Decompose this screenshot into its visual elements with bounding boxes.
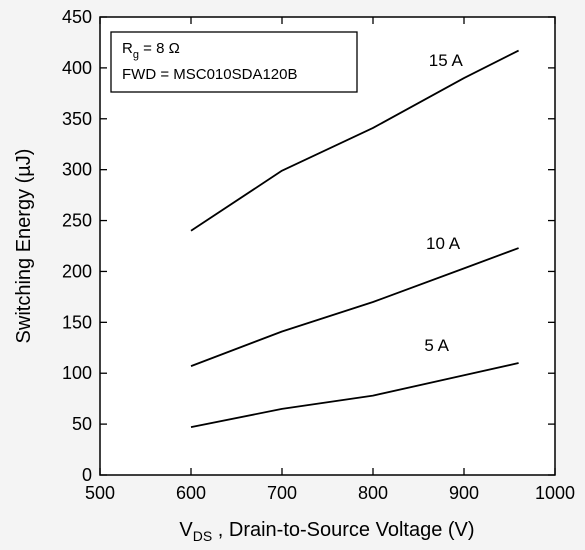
y-tick-label: 450: [62, 7, 92, 27]
y-tick-label: 300: [62, 160, 92, 180]
annotation-line-2: FWD = MSC010SDA120B: [122, 66, 297, 83]
axis-tick-labels: 0 50 100 150 200 250 300 350 400 450 500 600 700 800 9…: [62, 7, 575, 503]
x-axis-title: VDS , Drain-to-Source Voltage (V): [179, 519, 474, 544]
x-tick-label: 800: [358, 483, 388, 503]
x-tick-label: 600: [176, 483, 206, 503]
y-tick-label: 0: [82, 465, 92, 485]
x-tick-label: 900: [449, 483, 479, 503]
series-label: 5 A: [424, 336, 449, 355]
y-tick-label: 100: [62, 363, 92, 383]
x-tick-label: 1000: [535, 483, 575, 503]
series-lines: [190, 49, 520, 429]
series-line-10a: [190, 247, 519, 367]
axis-ticks: [99, 16, 556, 476]
y-tick-label: 350: [62, 109, 92, 129]
y-tick-label: 400: [62, 58, 92, 78]
series-line-5a: [190, 362, 519, 429]
y-axis-title: Switching Energy (µJ): [13, 149, 35, 344]
annotation-frame: [110, 31, 358, 93]
series-line-15a: [190, 49, 520, 232]
y-tick-label: 50: [72, 414, 92, 434]
plot-area: [99, 16, 556, 476]
series-label: 10 A: [426, 234, 461, 253]
y-tick-label: 250: [62, 211, 92, 231]
annotation-line-1: Rg = 8 Ω: [122, 40, 180, 61]
x-tick-label: 700: [267, 483, 297, 503]
series-label: 15 A: [429, 51, 464, 70]
y-tick-label: 200: [62, 261, 92, 281]
x-tick-label: 500: [85, 483, 115, 503]
y-tick-label: 150: [62, 312, 92, 332]
series-labels: 15 A 10 A 5 A: [424, 51, 463, 355]
annotation-box: Rg = 8 Ω FWD = MSC010SDA120B: [110, 31, 358, 93]
